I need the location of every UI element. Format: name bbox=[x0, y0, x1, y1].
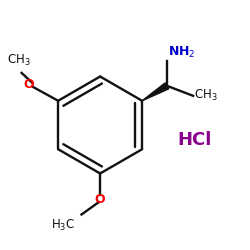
Polygon shape bbox=[142, 83, 169, 101]
Text: NH$_2$: NH$_2$ bbox=[168, 45, 196, 60]
Text: O: O bbox=[95, 192, 106, 205]
Text: O: O bbox=[24, 78, 34, 91]
Text: HCl: HCl bbox=[178, 131, 212, 149]
Text: H$_3$C: H$_3$C bbox=[51, 218, 75, 233]
Text: CH$_3$: CH$_3$ bbox=[6, 53, 30, 68]
Text: CH$_3$: CH$_3$ bbox=[194, 88, 218, 103]
